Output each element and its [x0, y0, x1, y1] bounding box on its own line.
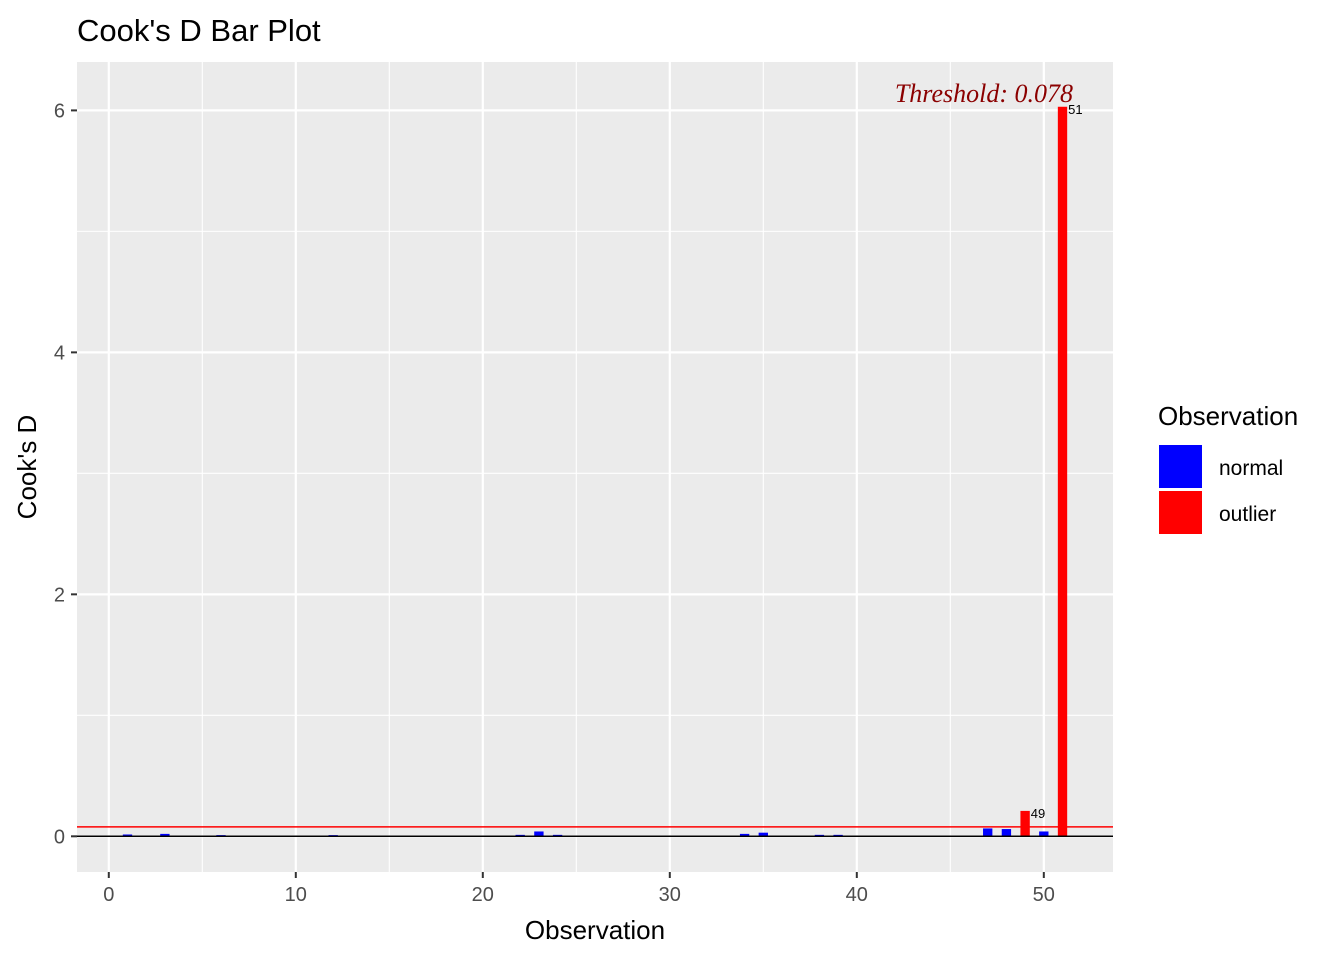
plot-panel	[77, 62, 1113, 872]
y-tick-label: 4	[54, 342, 65, 364]
bar-normal	[1039, 831, 1049, 837]
bar-normal	[160, 833, 170, 837]
legend-title: Observation	[1158, 401, 1298, 431]
x-tick-label: 40	[846, 884, 868, 906]
x-tick-label: 30	[659, 884, 681, 906]
legend-label-normal: normal	[1219, 457, 1283, 480]
bar-normal	[1001, 829, 1012, 837]
reference-lines	[77, 826, 1113, 838]
y-axis-title: Cook's D	[12, 415, 42, 520]
bar-normal	[758, 832, 768, 837]
y-tick-label: 0	[54, 826, 65, 848]
x-axis-title: Observation	[525, 915, 665, 945]
legend-label-outlier: outlier	[1219, 503, 1276, 526]
legend-key-outlier	[1159, 491, 1202, 534]
chart-title: Cook's D Bar Plot	[77, 13, 321, 48]
bar-normal	[983, 828, 993, 837]
bar-normal	[122, 834, 133, 837]
bar-label: 51	[1068, 102, 1082, 117]
x-tick-label: 10	[285, 884, 307, 906]
legend: Observation normal outlier	[1158, 401, 1298, 534]
threshold-annotation: Threshold: 0.078	[895, 79, 1073, 108]
x-tick-label: 50	[1033, 884, 1055, 906]
legend-key-normal	[1159, 445, 1202, 488]
x-tick-label: 0	[103, 884, 114, 906]
bar-normal	[739, 833, 750, 837]
bar-normal	[534, 831, 544, 837]
y-tick-label: 2	[54, 584, 65, 606]
axes: 0 10 20 30 40 50 0 2 4 6	[54, 100, 1055, 906]
bar-outlier	[1057, 106, 1068, 837]
grid-lines	[77, 62, 1113, 872]
y-tick-label: 6	[54, 100, 65, 122]
x-tick-label: 20	[472, 884, 494, 906]
bar-label: 49	[1031, 806, 1045, 821]
bar-outlier	[1020, 810, 1030, 837]
